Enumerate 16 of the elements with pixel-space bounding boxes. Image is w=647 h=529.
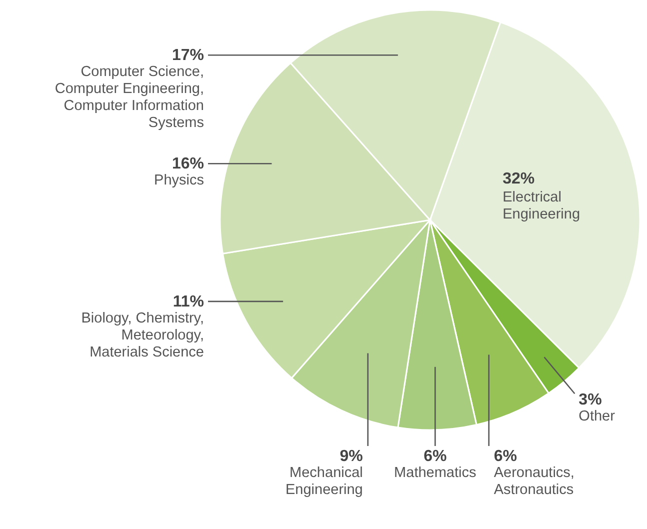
data-label: 17% bbox=[172, 47, 204, 64]
data-label: 6% bbox=[494, 448, 517, 465]
slice-label: Electrical Engineering bbox=[502, 189, 580, 222]
data-label: 3% bbox=[578, 392, 602, 409]
slice-label: Physics bbox=[154, 172, 204, 189]
slice-label: Mathematics bbox=[394, 465, 476, 481]
data-label: 11% bbox=[172, 293, 204, 310]
data-label: 9% bbox=[340, 448, 363, 465]
data-label: 16% bbox=[172, 156, 204, 173]
data-label: 6% bbox=[424, 448, 447, 465]
slice-label: Biology, Chemistry, Meteorology, Materials Science bbox=[81, 310, 204, 360]
slice-label: Other bbox=[578, 408, 616, 425]
slice-label: Aeronautics, Astronautics bbox=[494, 465, 574, 498]
data-label: 32% bbox=[502, 170, 535, 188]
slice-label: Computer Science, Computer Engineering, Computer Information Systems bbox=[54, 64, 204, 132]
slice-label: Mechanical Engineering bbox=[285, 465, 363, 498]
